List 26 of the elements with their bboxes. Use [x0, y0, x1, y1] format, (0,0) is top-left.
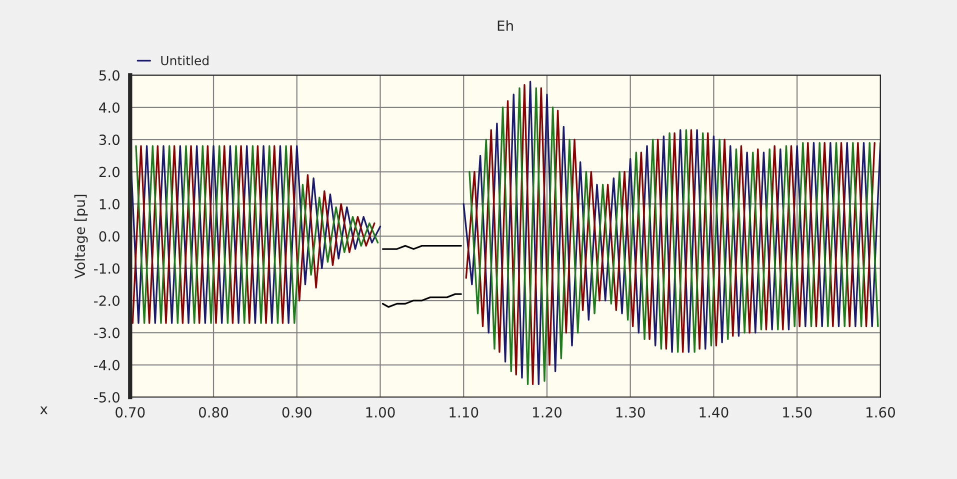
x-tick-label: 0.70: [116, 407, 145, 418]
line-series: [382, 293, 462, 308]
x-tick-label: 0.80: [198, 407, 228, 418]
y-tick-label: -2.0: [94, 295, 120, 306]
y-tick-label: -3.0: [94, 328, 120, 338]
x-tick-label: 1.20: [533, 407, 562, 418]
y-tick-label: 3.0: [99, 134, 120, 146]
x-tick-label: 1.30: [616, 407, 645, 418]
y-tick-label: -4.0: [94, 360, 120, 370]
x-axis-title: x: [40, 406, 48, 414]
y-tick-label: -1.0: [94, 263, 120, 274]
x-tick-label: 1.60: [866, 407, 895, 418]
x-tick-label: 1.00: [366, 407, 395, 418]
y-tick-label: 4.0: [99, 102, 120, 113]
x-tick-label: 0.90: [282, 407, 312, 418]
y-tick-label: 2.0: [99, 166, 120, 178]
x-tick-label: 1.40: [700, 407, 728, 418]
y-tick-label: 5.0: [99, 70, 120, 81]
y-tick-label: 0.0: [99, 231, 120, 242]
y-tick-label: 1.0: [100, 198, 120, 210]
legend-label: Untitled: [161, 56, 208, 66]
y-axis-title: Voltage [pu]: [74, 194, 88, 279]
y-tick-label: -5.0: [94, 392, 120, 403]
x-tick-label: 1.10: [450, 407, 478, 418]
x-tick-label: 1.50: [783, 407, 812, 418]
chart-title: Eh: [498, 20, 513, 31]
